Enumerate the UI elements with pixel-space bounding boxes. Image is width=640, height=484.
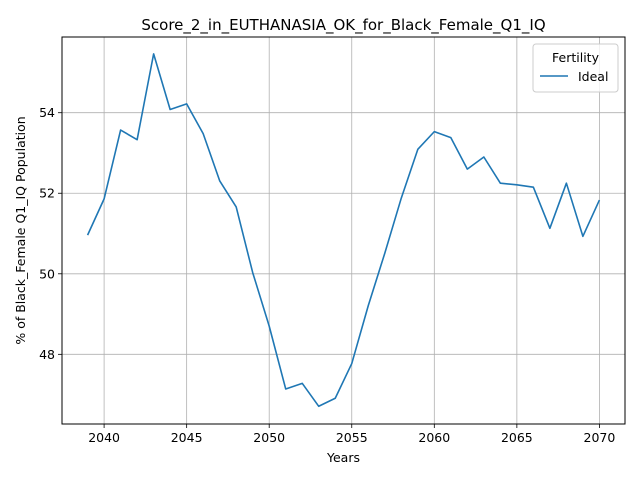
plot-area-frame bbox=[61, 36, 626, 425]
y-axis-label: % of Black_Female Q1_IQ Population bbox=[13, 116, 28, 344]
x-tick-label: 2070 bbox=[584, 430, 616, 445]
chart-title: Score_2_in_EUTHANASIA_OK_for_Black_Femal… bbox=[141, 16, 545, 35]
legend: Fertility Ideal bbox=[532, 43, 619, 93]
legend-box bbox=[532, 43, 619, 93]
x-tick-label: 2045 bbox=[171, 430, 203, 445]
x-tick-label: 2065 bbox=[501, 430, 533, 445]
y-tick-label: 48 bbox=[39, 347, 55, 362]
y-tick-label: 54 bbox=[39, 105, 55, 120]
gridlines bbox=[62, 37, 625, 424]
y-tick-label: 52 bbox=[39, 186, 55, 201]
series-line-ideal bbox=[86, 53, 601, 408]
axis-ticks: 2040 2045 2050 2055 2060 2065 2070 48 50 52 54 bbox=[39, 105, 615, 445]
legend-label-ideal: Ideal bbox=[578, 69, 608, 84]
x-tick-label: 2055 bbox=[336, 430, 368, 445]
legend-title: Fertility bbox=[552, 50, 600, 65]
x-axis-label: Years bbox=[326, 450, 360, 465]
y-tick-label: 50 bbox=[39, 266, 55, 281]
x-tick-label: 2060 bbox=[418, 430, 450, 445]
x-tick-label: 2040 bbox=[88, 430, 120, 445]
series-lines bbox=[86, 53, 601, 408]
x-tick-label: 2050 bbox=[253, 430, 285, 445]
